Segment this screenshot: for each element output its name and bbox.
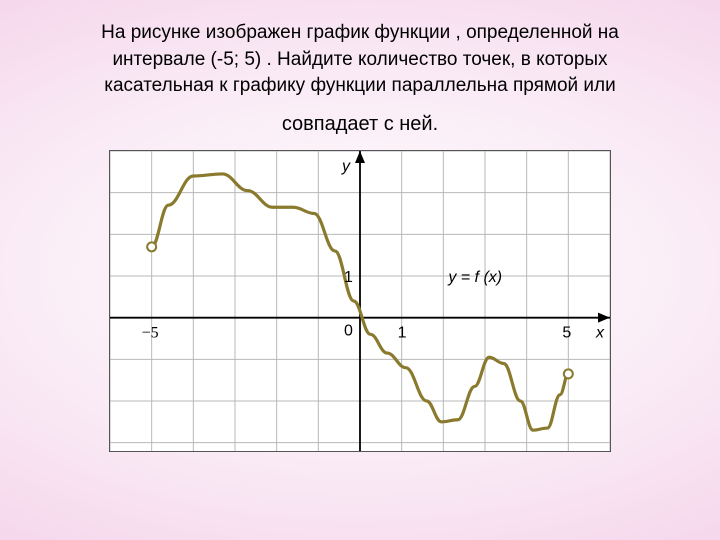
problem-line-3: касательная к графику функции параллельн…	[50, 73, 670, 100]
svg-text:0: 0	[344, 322, 353, 339]
problem-line-4: совпадает с ней.	[50, 110, 670, 138]
chart-container: y x 0 1 1 −5 5 y = f (x)	[109, 150, 611, 452]
svg-text:y: y	[341, 158, 351, 175]
svg-text:1: 1	[398, 324, 407, 341]
problem-line-1: На рисунке изображен график функции , оп…	[50, 20, 670, 47]
svg-text:1: 1	[344, 269, 353, 286]
function-chart: y x 0 1 1 −5 5 y = f (x)	[110, 151, 610, 451]
svg-text:−5: −5	[142, 324, 159, 341]
svg-text:x: x	[595, 324, 605, 341]
problem-text: На рисунке изображен график функции , оп…	[50, 20, 670, 138]
svg-text:y = f (x): y = f (x)	[447, 269, 502, 286]
problem-line-2: интервале (-5; 5) . Найдите количество т…	[50, 47, 670, 74]
svg-text:5: 5	[562, 324, 571, 341]
